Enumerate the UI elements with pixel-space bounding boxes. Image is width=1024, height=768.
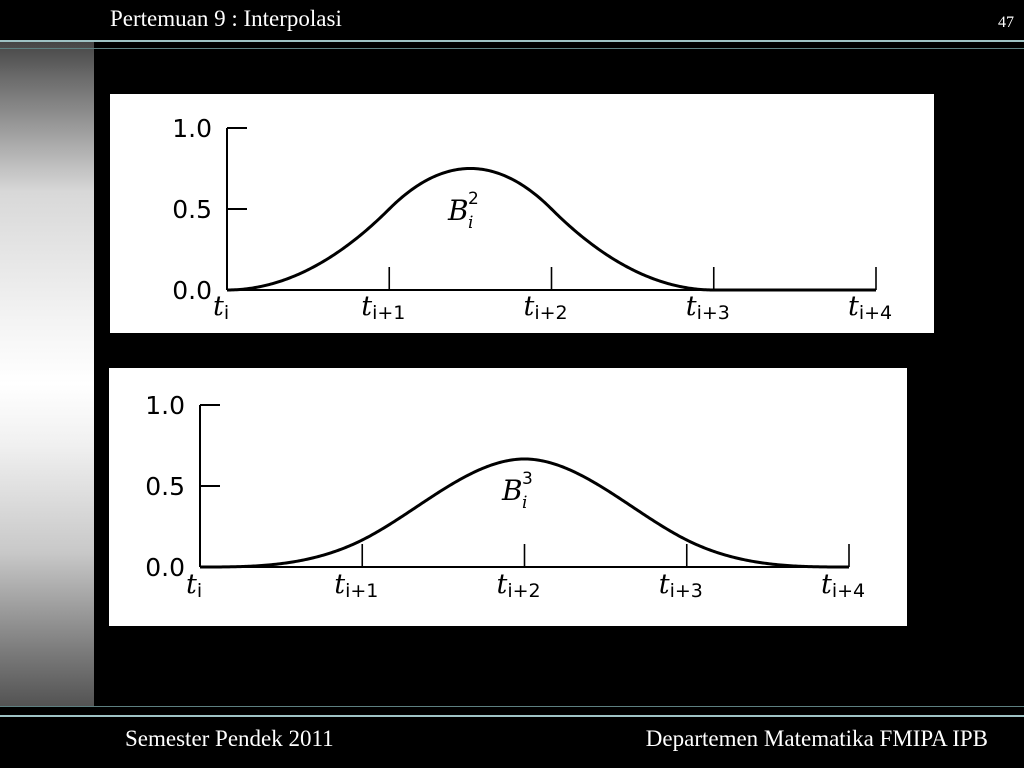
svg-text:B: B bbox=[501, 474, 523, 507]
knot-label: ti+3 bbox=[686, 291, 730, 324]
slide-title: Pertemuan 9 : Interpolasi bbox=[110, 6, 342, 31]
footer-rule bbox=[0, 715, 1024, 717]
y-tick-label: 1.0 bbox=[172, 114, 212, 143]
footer-rule-thin bbox=[0, 706, 1024, 707]
page-number: 47 bbox=[998, 14, 1014, 31]
footer-department: Departemen Matematika FMIPA IPB bbox=[645, 726, 988, 751]
chart-panel-b2: 0.0 0.5 1.0 ti ti+1 ti+2 ti+3 ti+4 B 2 i bbox=[110, 94, 934, 333]
knot-label: ti+1 bbox=[361, 291, 405, 324]
b-spline-degree-2-chart: 0.0 0.5 1.0 ti ti+1 ti+2 ti+3 ti+4 B 2 i bbox=[172, 114, 892, 324]
svg-text:i: i bbox=[522, 493, 527, 513]
header-rule bbox=[0, 40, 1024, 42]
basis-curve bbox=[226, 166, 876, 292]
chart-panel-b3: 0.0 0.5 1.0 ti ti+1 ti+2 ti+3 ti+4 B 3 i bbox=[109, 368, 907, 626]
knot-label: ti+2 bbox=[497, 569, 541, 602]
knot-label: ti+2 bbox=[524, 291, 568, 324]
y-tick-label: 0.0 bbox=[145, 553, 185, 582]
function-label: B 2 i bbox=[447, 189, 479, 233]
knot-label: ti bbox=[213, 291, 229, 324]
knot-label: ti bbox=[186, 569, 202, 602]
left-bar-top-cap bbox=[0, 0, 94, 40]
knot-label: ti+1 bbox=[334, 569, 378, 602]
footer-course: Semester Pendek 2011 bbox=[125, 726, 334, 751]
y-tick-label: 1.0 bbox=[145, 391, 185, 420]
knot-label: ti+4 bbox=[848, 291, 892, 324]
y-tick-label: 0.5 bbox=[172, 195, 212, 224]
basis-curve bbox=[200, 457, 849, 569]
knot-label: ti+4 bbox=[821, 569, 865, 602]
knot-label: ti+3 bbox=[659, 569, 703, 602]
left-gradient-bar bbox=[0, 0, 94, 768]
b-spline-degree-3-chart: 0.0 0.5 1.0 ti ti+1 ti+2 ti+3 ti+4 B 3 i bbox=[145, 391, 865, 602]
y-tick-label: 0.5 bbox=[145, 472, 185, 501]
y-tick-label: 0.0 bbox=[172, 276, 212, 305]
svg-text:2: 2 bbox=[468, 189, 479, 209]
svg-text:i: i bbox=[468, 213, 473, 233]
header-rule-thin bbox=[0, 48, 1024, 49]
svg-text:3: 3 bbox=[522, 469, 533, 489]
svg-text:B: B bbox=[447, 194, 469, 227]
function-label: B 3 i bbox=[501, 469, 533, 513]
